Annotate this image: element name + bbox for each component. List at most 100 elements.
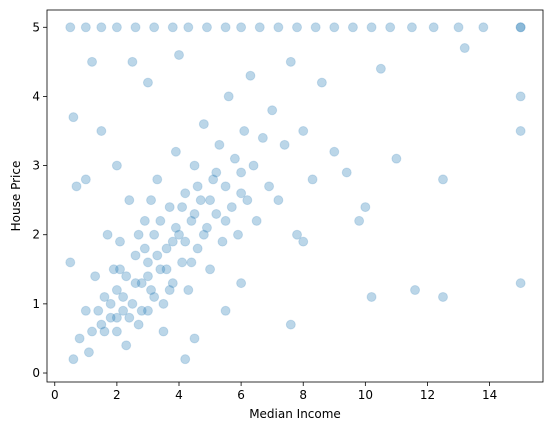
x-tick-label: 8 (299, 388, 307, 402)
x-tick-label: 2 (113, 388, 121, 402)
point (198, 229, 209, 240)
x-tick-label: 4 (175, 388, 183, 402)
point (93, 305, 104, 316)
point (111, 326, 122, 337)
x-tick-label: 12 (420, 388, 435, 402)
point (242, 195, 253, 206)
y-tick-label: 4 (32, 89, 40, 103)
x-axis-label: Median Income (249, 407, 341, 421)
point (515, 126, 526, 137)
point (146, 195, 157, 206)
point (142, 271, 153, 282)
point (130, 278, 141, 289)
point (124, 312, 135, 323)
point (170, 222, 181, 233)
point (285, 319, 296, 330)
point (142, 257, 153, 268)
point (310, 22, 321, 33)
point (149, 22, 160, 33)
point (201, 222, 212, 233)
point (180, 188, 191, 199)
y-tick-label: 3 (32, 159, 40, 173)
point (180, 354, 191, 365)
point (87, 56, 98, 67)
point (515, 22, 526, 33)
point (307, 174, 318, 185)
point (167, 236, 178, 247)
point (192, 181, 203, 192)
point (83, 347, 94, 358)
point (142, 77, 153, 88)
point (211, 208, 222, 219)
point (391, 153, 402, 164)
point (155, 215, 166, 226)
point (220, 215, 231, 226)
point (139, 215, 150, 226)
point (99, 326, 110, 337)
point (161, 264, 172, 275)
point (167, 278, 178, 289)
point (155, 264, 166, 275)
point (111, 22, 122, 33)
point (158, 298, 169, 309)
point (130, 250, 141, 261)
point (453, 22, 464, 33)
point (220, 305, 231, 316)
point (515, 278, 526, 289)
point (189, 208, 200, 219)
point (164, 202, 175, 213)
point (354, 215, 365, 226)
point (437, 291, 448, 302)
y-tick-label: 5 (32, 20, 40, 34)
point (385, 22, 396, 33)
point (273, 22, 284, 33)
point (279, 139, 290, 150)
point (105, 312, 116, 323)
point (71, 181, 82, 192)
point (515, 91, 526, 102)
point (223, 91, 234, 102)
point (80, 305, 91, 316)
point (205, 264, 216, 275)
x-tick-label: 0 (51, 388, 59, 402)
point (96, 319, 107, 330)
point (102, 229, 113, 240)
point (248, 160, 259, 171)
point (114, 236, 125, 247)
point (375, 63, 386, 74)
point (170, 146, 181, 157)
point (90, 271, 101, 282)
point (152, 250, 163, 261)
point (114, 264, 125, 275)
y-axis-label: House Price (9, 161, 23, 232)
point (217, 236, 228, 247)
point (136, 305, 147, 316)
point (127, 56, 138, 67)
point (192, 243, 203, 254)
point (366, 22, 377, 33)
point (133, 319, 144, 330)
x-tick-label: 14 (482, 388, 497, 402)
point (233, 229, 244, 240)
point (360, 202, 371, 213)
point (158, 326, 169, 337)
point (74, 333, 85, 344)
point (239, 126, 250, 137)
point (251, 215, 262, 226)
point (211, 167, 222, 178)
point (236, 278, 247, 289)
point (161, 243, 172, 254)
point (124, 195, 135, 206)
point (298, 236, 309, 247)
point (180, 236, 191, 247)
point (99, 291, 110, 302)
point (267, 105, 278, 116)
point (229, 153, 240, 164)
point (254, 22, 265, 33)
point (515, 22, 526, 33)
point (189, 160, 200, 171)
point (186, 257, 197, 268)
point (173, 229, 184, 240)
